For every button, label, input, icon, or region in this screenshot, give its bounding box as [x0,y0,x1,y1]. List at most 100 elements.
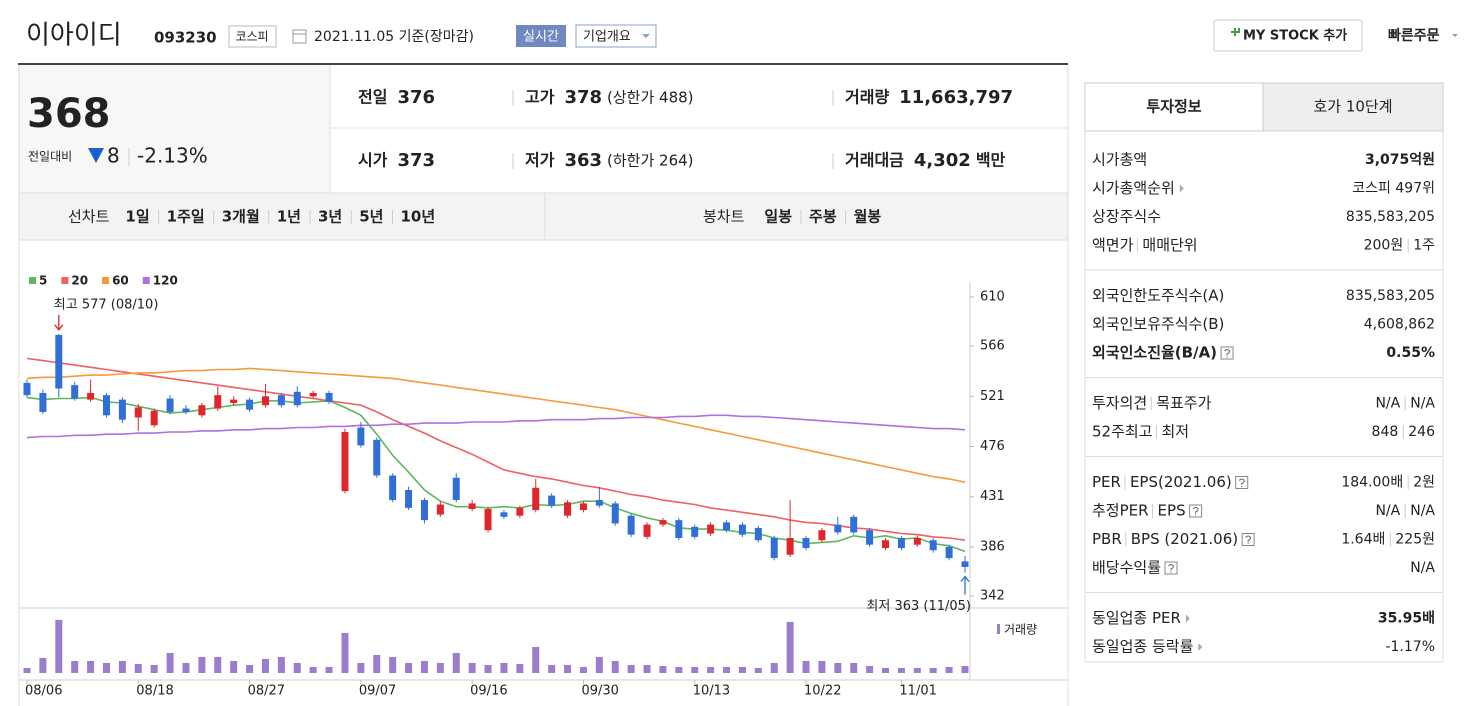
candle-body [500,512,508,517]
summary-label: 시가 [358,151,388,170]
period-tab[interactable]: 5년 [359,208,383,226]
period-tab[interactable]: 1년 [277,208,301,226]
period-tab[interactable]: 10년 [401,208,436,226]
candle-body [754,527,762,541]
row-value: N/A [1410,396,1435,412]
change: 8 [107,144,120,168]
candle-tab[interactable]: 주봉 [809,208,837,226]
candle-body [198,405,206,416]
tab-label: 호가 10단계 [1313,98,1392,116]
candle-body [277,395,285,406]
link-arrow[interactable] [1198,643,1203,651]
my-stock-button[interactable] [1213,19,1363,52]
row-label: 외국인보유주식수(B) [1092,315,1224,333]
row-value: N/A [1410,560,1435,576]
candle-body [420,500,428,521]
x-tick-label: 09/07 [359,684,396,699]
x-tick-label: 09/16 [470,684,507,699]
volume-bar [707,666,715,673]
volume-swatch [997,624,1000,634]
down-triangle [88,148,104,163]
candle-body [230,399,238,403]
volume-bar [198,656,206,673]
candle-body [373,439,381,476]
row-value: 0.55% [1386,345,1435,361]
period-tab[interactable]: 1일 [125,208,149,226]
x-tick-label: 08/18 [136,684,173,699]
volume-bar [754,667,762,673]
summary-unit: 백만 [976,151,1006,170]
volume-bar [277,656,285,673]
candle-tab[interactable]: 월봉 [854,208,882,226]
candle-body [293,391,301,406]
volume-bar [802,660,810,673]
candle-body [929,540,937,551]
candle-body [834,524,842,533]
x-tick-label: 09/30 [581,684,618,699]
volume-bar [945,666,953,673]
help-icon[interactable] [1235,476,1249,489]
x-tick-label: 08/06 [25,684,62,699]
candle-body [134,407,142,418]
candle-body [770,537,778,559]
candle-body [532,487,540,511]
candle-body [691,526,699,537]
overview-button[interactable] [575,24,657,48]
volume-bar [961,666,969,673]
row-label: 외국인한도주식수(A) [1092,287,1224,305]
help-glyph [1192,507,1199,516]
volume-bar [405,662,413,673]
candle-body [643,524,651,537]
candle-body [786,537,794,555]
row-label: 시가총액 [1092,151,1147,169]
candle-body [516,507,524,516]
link-arrow[interactable] [1185,614,1190,623]
volume-bar [309,666,317,673]
candle-body [707,524,715,534]
volume-bar [325,666,333,673]
candle-body [357,427,365,446]
help-icon[interactable] [1220,346,1234,360]
stock-name: 이아이디 [26,21,122,51]
my-stock: MY STOCK 추가 [1243,28,1347,44]
period-tab[interactable]: 1주일 [167,208,205,226]
help-icon[interactable] [1164,561,1178,575]
candle-body [484,508,492,531]
volume-bar [834,662,842,673]
row-value: 184.00배 [1341,475,1403,491]
candle-body [675,520,683,538]
realtime-badge[interactable] [516,25,566,47]
candle-body [548,495,556,506]
row-value: 835,583,205 [1346,209,1435,225]
candle-body [436,504,444,515]
summary-value: 373 [397,150,435,171]
legend-swatch [102,277,110,284]
low-note: 최저 363 (11/05) [866,599,971,614]
row-label: 52주최고 [1092,423,1153,441]
volume-bar [182,662,190,673]
row-value: 1.64배 [1341,532,1385,548]
volume-bar [675,666,683,673]
volume-bar [913,667,921,673]
candle-body [866,530,874,545]
x-tick-label: 11/01 [899,684,936,699]
row-value: 3,075억원 [1365,152,1435,168]
candle-body [913,537,921,545]
x-tick-label: 10/22 [804,684,841,699]
summary-value: 376 [397,87,435,108]
row-value: 4,608,862 [1364,317,1435,333]
y-tick-label: 342 [980,589,1005,604]
volume-bar [87,660,95,673]
candle-body [850,516,858,533]
help-icon[interactable] [1241,533,1255,546]
link-arrow[interactable] [1179,184,1184,193]
plus-icon [1231,28,1240,36]
summary-value: 378 [564,87,602,108]
legend-swatch [61,277,69,284]
candle-body [468,503,476,509]
period-tab[interactable]: 3년 [318,208,342,226]
period-tab[interactable]: 3개월 [222,208,260,226]
help-icon[interactable] [1189,504,1203,518]
quick-order[interactable]: 빠른주문 [1388,28,1440,44]
candle-tab[interactable]: 일봉 [764,208,792,226]
